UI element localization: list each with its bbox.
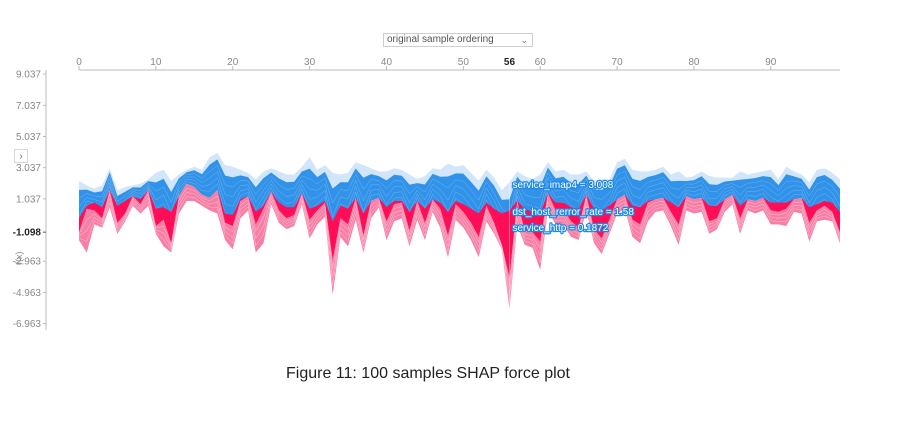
ordering-select-label: original sample ordering [387, 34, 494, 45]
negative-feature-edge [78, 171, 841, 232]
y-tick-label: -2.963 [13, 257, 42, 268]
positive-feature-edge [78, 196, 841, 301]
chevron-down-icon: ⌄ [520, 35, 528, 45]
side-panel-toggle[interactable]: › [14, 149, 28, 163]
y-tick-label: 5.037 [16, 132, 41, 143]
x-tick-label: 10 [150, 57, 162, 68]
base-value-label: -1.098 [13, 228, 42, 239]
hover-feature-label: dst_host_rerror_rate = 1.58 [512, 207, 634, 218]
y-tick-label: 7.037 [16, 101, 41, 112]
y-tick-label: 3.037 [16, 163, 41, 174]
x-tick-label: 70 [612, 57, 624, 68]
negative-area [79, 159, 840, 278]
x-tick-label: 30 [304, 57, 316, 68]
negative-feature-edge [78, 165, 841, 216]
force-plot-areas [78, 152, 841, 309]
x-tick-label: 20 [227, 57, 239, 68]
figure-caption: Figure 11: 100 samples SHAP force plot [286, 365, 570, 382]
y-tick-label: 9.037 [16, 70, 41, 81]
x-tick-label: 40 [381, 57, 393, 68]
x-tick-label: 60 [535, 57, 547, 68]
y-tick-label: -4.963 [13, 288, 42, 299]
ordering-select[interactable]: original sample ordering ⌄ [383, 33, 533, 47]
chevron-right-icon: › [19, 151, 23, 162]
x-tick-label: 0 [76, 57, 82, 68]
y-tick-label: 1.037 [16, 194, 41, 205]
y-axis-label: f(x) [14, 252, 24, 265]
positive-feature-edge [78, 187, 841, 286]
force-plot-axes: 0 10 20 30 40 50 60 70 80 90 9.037 7.037 5.037 3.037 1… [13, 57, 840, 330]
hover-x-label: 56 [504, 57, 516, 68]
x-tick-label: 50 [458, 57, 470, 68]
x-tick-label: 90 [765, 57, 777, 68]
positive-feature-edge [78, 192, 841, 294]
force-plot-chart: 0 10 20 30 40 50 60 70 80 90 9.037 7.037 5.037 3.037 1… [13, 57, 841, 330]
hover-annotations: 56 service_imap4 = 3.008 dst_host_rerror_r… [504, 57, 636, 325]
negative-feature-edge [78, 177, 841, 248]
y-tick-label: -6.963 [13, 319, 42, 330]
x-tick-label: 80 [688, 57, 700, 68]
hover-feature-label: service_http = 0.1872 [512, 223, 608, 234]
hover-feature-label: service_imap4 = 3.008 [512, 180, 613, 191]
positive-tail-area [79, 183, 840, 309]
